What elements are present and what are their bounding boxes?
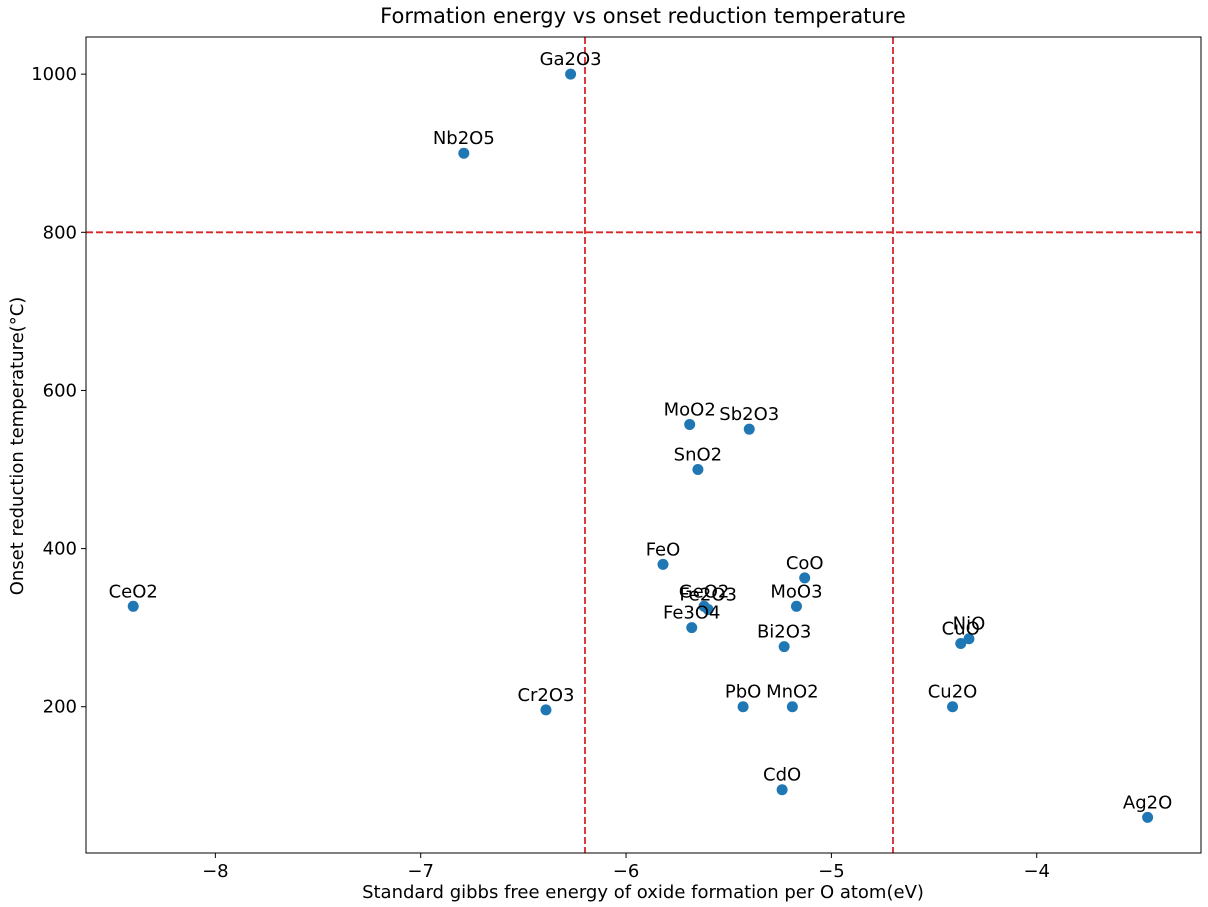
point-label-cu2o: Cu2O [928,682,978,703]
point-label-nio: NiO [953,614,986,635]
chart-title: Formation energy vs onset reduction temp… [380,4,906,28]
point-label-nb2o5: Nb2O5 [433,128,495,149]
data-point-sb2o3 [743,423,755,435]
data-point-fe2o3 [702,603,714,615]
point-label-pbo: PbO [725,682,761,703]
data-point-bi2o3 [778,641,790,653]
y-tick-label: 400 [43,539,77,560]
x-tick-label: −6 [613,861,640,882]
data-point-fe3o4 [686,622,698,634]
plot-area: Ga2O3 Nb2O5 MoO2 Sb2O3 SnO2 FeO CoO CeO2 GeO2Fe2… [31,36,1202,882]
data-point-cdo [776,784,788,796]
point-label-geo2: GeO2 [679,581,730,602]
point-label-ag2o: Ag2O [1123,792,1172,813]
data-point-cr2o3 [540,704,552,716]
y-axis-label: Onset reduction temperature(°C) [7,297,28,596]
data-point-cuo [955,637,967,649]
plot-frame [85,36,1202,854]
data-point-moo2 [684,418,696,430]
y-tick-label: 200 [43,697,77,718]
point-label-cr2o3: Cr2O3 [517,685,574,706]
data-point-nb2o5 [458,147,470,159]
point-label-moo3: MoO3 [770,581,822,602]
data-point-sno2 [692,464,704,476]
point-label-fe2o3: Fe2O3 [679,584,737,605]
data-point-ag2o [1142,811,1154,823]
point-label-cdo: CdO [763,765,801,786]
point-label-coo: CoO [786,553,824,574]
y-tick-label: 1000 [31,64,77,85]
point-label-sb2o3: Sb2O3 [719,404,779,425]
point-label-moo2: MoO2 [664,399,716,420]
point-label-cuo: CuO [942,618,980,639]
point-label-feo: FeO [646,539,681,560]
y-tick-label: 600 [43,380,77,401]
data-point-cu2o [947,701,959,713]
data-point-ceo2 [127,600,139,612]
data-point-mno2 [786,701,798,713]
data-point-nio [963,633,975,645]
point-label-bi2o3: Bi2O3 [757,622,811,643]
data-point-moo3 [790,600,802,612]
data-point-coo [799,572,811,584]
point-label-mno2: MnO2 [766,682,819,703]
y-tick-label: 800 [43,222,77,243]
data-point-feo [657,558,669,570]
point-label-ga2o3: Ga2O3 [540,49,602,70]
data-point-pbo [737,701,749,713]
x-tick-label: −4 [1023,861,1050,882]
x-tick-label: −5 [818,861,845,882]
x-axis-label: Standard gibbs free energy of oxide form… [362,882,924,903]
point-label-sno2: SnO2 [674,445,722,466]
point-label-fe3o4: Fe3O4 [663,603,721,624]
x-tick-label: −7 [407,861,434,882]
x-tick-label: −8 [202,861,229,882]
point-label-ceo2: CeO2 [109,581,158,602]
data-point-ga2o3 [565,68,577,80]
